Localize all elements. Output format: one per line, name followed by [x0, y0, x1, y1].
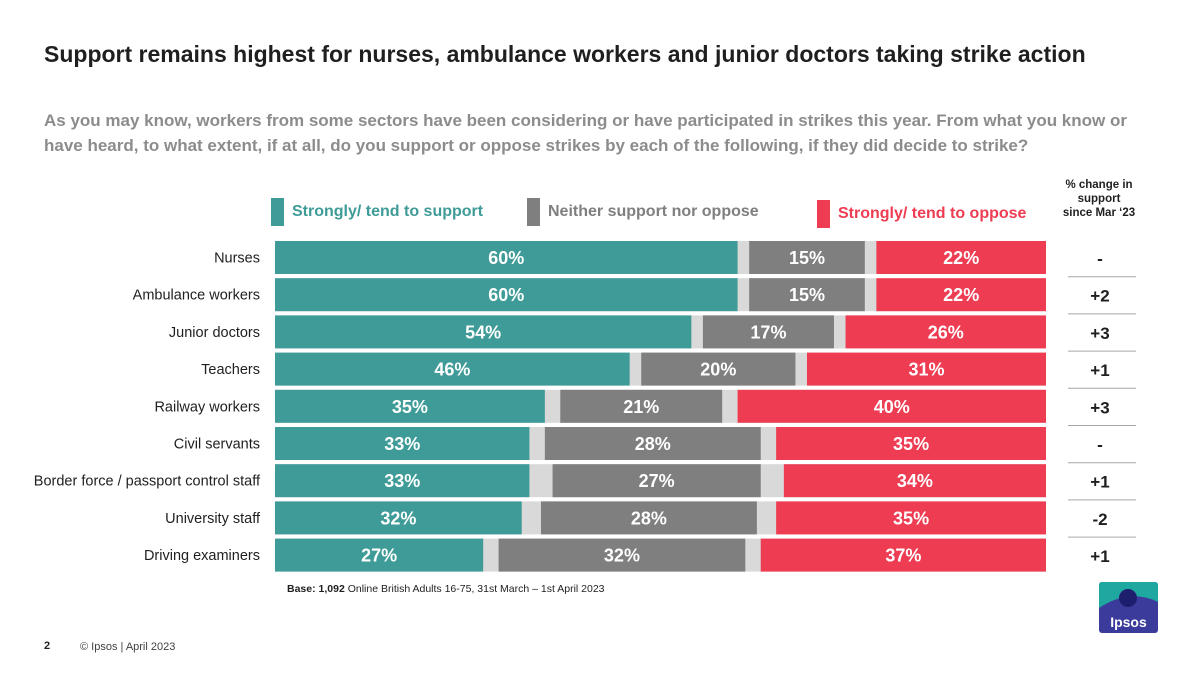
bar-neither — [702, 315, 834, 349]
bar-oppose-label: 35% — [893, 508, 929, 528]
base-note: Base: 1,092 Online British Adults 16-75,… — [287, 583, 605, 595]
category-label: University staff — [165, 511, 261, 527]
bar-support-label: 33% — [384, 471, 420, 491]
bar-support — [275, 427, 530, 460]
bar-neither-label: 27% — [639, 471, 675, 491]
bar-neither-label: 20% — [700, 360, 736, 380]
base-text: Online British Adults 16-75, 31st March … — [344, 583, 605, 595]
change-value: - — [1097, 250, 1103, 269]
change-value: +1 — [1090, 547, 1109, 566]
bar-support-label: 60% — [488, 285, 524, 305]
bar-neither-label: 21% — [623, 397, 659, 417]
bar-support — [275, 389, 545, 423]
category-label: Civil servants — [174, 437, 260, 453]
bar-neither-label: 28% — [635, 434, 671, 454]
bar-oppose-label: 31% — [908, 360, 944, 380]
bar-support-label: 46% — [434, 360, 470, 380]
bar-support-label: 32% — [380, 508, 416, 528]
change-value: +3 — [1090, 324, 1109, 343]
bar-support — [275, 278, 738, 312]
bar-neither-label: 17% — [750, 322, 786, 342]
legend-neither: Neither support nor oppose — [527, 198, 759, 226]
category-label: Border force / passport control staff — [34, 474, 261, 490]
page-title: Support remains highest for nurses, ambu… — [44, 41, 1086, 67]
change-column-header: % change in support since Mar ‘23 — [1062, 179, 1136, 219]
bar-support-label: 35% — [392, 397, 428, 417]
bar-neither-label: 15% — [789, 248, 825, 268]
change-value: -2 — [1092, 510, 1107, 529]
bar-oppose-label: 34% — [897, 471, 933, 491]
bar-oppose-label: 37% — [885, 546, 921, 566]
bar-neither-label: 32% — [604, 546, 640, 566]
base-label: Base: 1,092 — [287, 583, 345, 595]
category-label: Ambulance workers — [133, 288, 260, 304]
bar-support-label: 27% — [361, 546, 397, 566]
bar-neither — [749, 278, 865, 312]
change-value: +2 — [1090, 287, 1109, 306]
bar-neither — [641, 352, 796, 386]
bar-neither — [540, 501, 757, 535]
logo-graphic — [1099, 582, 1158, 608]
category-label: Railway workers — [154, 399, 260, 415]
bar-support — [275, 241, 738, 274]
bar-oppose — [776, 427, 1046, 460]
bar-oppose — [806, 352, 1046, 386]
page-number: 2 — [44, 640, 51, 652]
bar-oppose-label: 22% — [943, 285, 979, 305]
bar-oppose-label: 40% — [874, 397, 910, 417]
bar-oppose — [776, 501, 1046, 535]
category-label: Nurses — [214, 251, 260, 267]
bar-neither — [544, 427, 761, 460]
bar-neither — [749, 241, 865, 274]
bar-oppose — [845, 315, 1046, 349]
ipsos-logo: Ipsos — [1099, 582, 1158, 633]
bar-support — [275, 538, 484, 572]
change-value: +1 — [1090, 473, 1109, 492]
bar-oppose — [876, 241, 1046, 274]
bar-neither — [552, 464, 761, 498]
bar-neither — [498, 538, 746, 572]
category-label: Junior doctors — [169, 325, 260, 341]
bar-neither-label: 28% — [631, 508, 667, 528]
bar-support — [275, 464, 530, 498]
bar-support-label: 60% — [488, 248, 524, 268]
page-subtitle: As you may know, workers from some secto… — [44, 111, 1127, 155]
change-value: +3 — [1090, 398, 1109, 417]
bar-oppose — [876, 278, 1046, 312]
legend-oppose: Strongly/ tend to oppose — [817, 200, 1026, 228]
change-value: - — [1097, 436, 1103, 455]
bar-neither — [560, 389, 723, 423]
bar-support — [275, 501, 522, 535]
bar-support — [275, 315, 692, 349]
legend-label-support: Strongly/ tend to support — [292, 203, 484, 220]
bar-oppose — [783, 464, 1046, 498]
category-label: Driving examiners — [144, 548, 260, 564]
bar-oppose-label: 26% — [928, 322, 964, 342]
legend-swatch-oppose — [817, 200, 830, 228]
bar-oppose — [737, 389, 1046, 423]
legend-support: Strongly/ tend to support — [271, 198, 483, 226]
change-value: +1 — [1090, 361, 1109, 380]
bar-support — [275, 352, 630, 386]
bar-oppose-label: 35% — [893, 434, 929, 454]
legend-label-neither: Neither support nor oppose — [548, 203, 759, 220]
bar-support-label: 54% — [465, 322, 501, 342]
bar-oppose-label: 22% — [943, 248, 979, 268]
bar-support-label: 33% — [384, 434, 420, 454]
legend-swatch-neither — [527, 198, 540, 226]
logo-text: Ipsos — [1110, 614, 1147, 630]
copyright: © Ipsos | April 2023 — [80, 641, 176, 653]
category-label: Teachers — [201, 362, 260, 378]
bar-oppose — [760, 538, 1046, 572]
legend-label-oppose: Strongly/ tend to oppose — [838, 205, 1027, 222]
legend-swatch-support — [271, 198, 284, 226]
bar-neither-label: 15% — [789, 285, 825, 305]
